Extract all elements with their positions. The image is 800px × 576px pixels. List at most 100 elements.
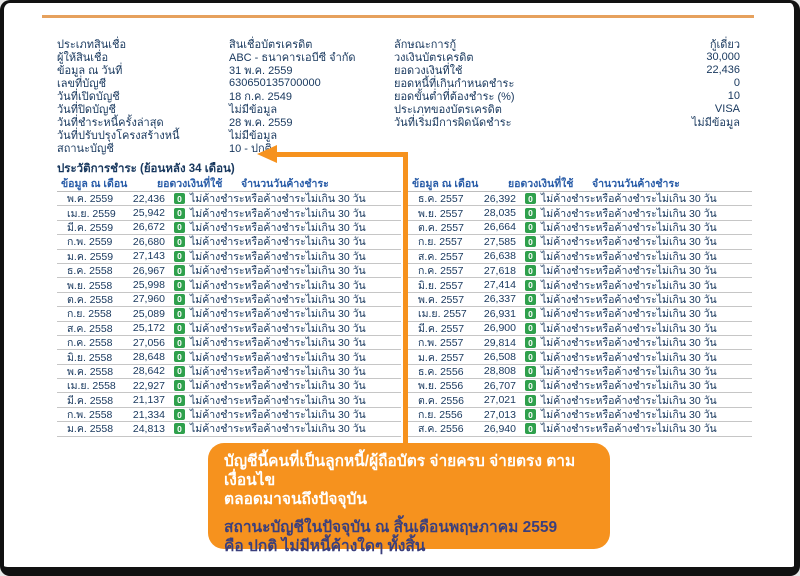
field-value: 630650135700000 <box>229 76 321 89</box>
field-value: กู้เดี่ยว <box>709 38 740 51</box>
field-row: ยอดหนี้ที่เกินกำหนดชำระ 0 <box>394 76 740 90</box>
column-header-overdue: จำนวนวันค้างชำระ <box>592 178 680 190</box>
status-badge: 0 <box>174 221 185 233</box>
table-row: ต.ค. 2558 27,960 0 ไม่ค้างชำระหรือค้างชำ… <box>57 293 401 308</box>
table-row: พ.ค. 2557 26,337 0 ไม่ค้างชำระหรือค้างชำ… <box>408 293 752 308</box>
cell-month: ธ.ค. 2556 <box>418 365 464 378</box>
cell-amount: 26,940 <box>483 422 516 435</box>
table-row: ก.ค. 2558 27,056 0 ไม่ค้างชำระหรือค้างชำ… <box>57 336 401 351</box>
cell-status-text: ไม่ค้างชำระหรือค้างชำระไม่เกิน 30 วัน <box>190 409 366 422</box>
field-value: 18 ก.ค. 2549 <box>229 90 292 103</box>
field-value: สินเชื่อบัตรเครดิต <box>229 38 313 51</box>
status-badge: 0 <box>525 322 536 334</box>
cell-month: ก.ค. 2558 <box>67 337 113 350</box>
status-badge: 0 <box>174 279 185 291</box>
field-label: ยอดหนี้ที่เกินกำหนดชำระ <box>394 77 515 90</box>
cell-amount: 25,942 <box>132 207 165 220</box>
cell-month: พ.ย. 2557 <box>418 207 464 220</box>
status-badge: 0 <box>525 265 536 277</box>
cell-status-text: ไม่ค้างชำระหรือค้างชำระไม่เกิน 30 วัน <box>541 394 717 407</box>
field-value: 30,000 <box>706 50 740 63</box>
callout-line-1: บัญชีนี้คนที่เป็นลูกหนี้/ผู้ถือบัตร จ่าย… <box>224 453 576 489</box>
cell-amount: 27,143 <box>132 250 165 263</box>
cell-amount: 27,021 <box>483 394 516 407</box>
field-label: วันที่ปรับปรุงโครงสร้างหนี้ <box>57 129 180 142</box>
callout-line-3: สถานะบัญชีในปัจจุบัน ณ สิ้นเดือนพฤษภาคม … <box>224 518 558 536</box>
cell-status-text: ไม่ค้างชำระหรือค้างชำระไม่เกิน 30 วัน <box>190 322 366 335</box>
cell-amount: 27,618 <box>483 264 516 277</box>
table-row: มี.ค. 2559 26,672 0 ไม่ค้างชำระหรือค้างช… <box>57 221 401 236</box>
table-row: มี.ค. 2557 26,900 0 ไม่ค้างชำระหรือค้างช… <box>408 322 752 336</box>
field-label: วันที่เปิดบัญชี <box>57 90 120 103</box>
status-badge: 0 <box>525 193 536 205</box>
field-row: ยอดขั้นต่ำที่ต้องชำระ (%) 10 <box>394 89 740 103</box>
field-row: วันที่ปิดบัญชี ไม่มีข้อมูล <box>57 102 389 116</box>
table-row: ก.ย. 2556 27,013 0 ไม่ค้างชำระหรือค้างชำ… <box>408 408 752 423</box>
field-label: เลขที่บัญชี <box>57 77 107 90</box>
status-badge: 0 <box>174 250 185 262</box>
cell-month: มี.ค. 2558 <box>67 394 114 407</box>
annotation-callout: บัญชีนี้คนที่เป็นลูกหนี้/ผู้ถือบัตร จ่าย… <box>208 443 610 555</box>
field-row: ประเภทของบัตรเครดิต VISA <box>394 102 740 116</box>
table-row: ธ.ค. 2556 28,808 0 ไม่ค้างชำระหรือค้างชำ… <box>408 365 752 380</box>
cell-month: พ.ค. 2559 <box>67 193 114 206</box>
cell-amount: 26,680 <box>132 235 165 248</box>
cell-month: ก.ย. 2556 <box>418 409 463 422</box>
cell-amount: 27,013 <box>483 408 516 421</box>
field-label: ข้อมูล ณ วันที่ <box>57 64 123 77</box>
cell-status-text: ไม่ค้างชำระหรือค้างชำระไม่เกิน 30 วัน <box>541 409 717 422</box>
table-row: ม.ค. 2558 24,813 0 ไม่ค้างชำระหรือค้างชำ… <box>57 422 401 437</box>
cell-status-text: ไม่ค้างชำระหรือค้างชำระไม่เกิน 30 วัน <box>541 250 717 263</box>
status-badge: 0 <box>174 423 185 435</box>
table-row: ก.ค. 2557 27,618 0 ไม่ค้างชำระหรือค้างชำ… <box>408 264 752 279</box>
cell-month: เม.ย. 2558 <box>67 380 116 393</box>
status-badge: 0 <box>525 380 536 392</box>
cell-amount: 26,931 <box>483 307 516 320</box>
field-row: วันที่ชำระหนี้ครั้งล่าสุด 28 พ.ค. 2559 <box>57 115 389 129</box>
status-badge: 0 <box>174 236 185 248</box>
table-row: ม.ค. 2559 27,143 0 ไม่ค้างชำระหรือค้างชำ… <box>57 250 401 264</box>
status-badge: 0 <box>525 207 536 219</box>
cell-status-text: ไม่ค้างชำระหรือค้างชำระไม่เกิน 30 วัน <box>190 207 366 220</box>
cell-status-text: ไม่ค้างชำระหรือค้างชำระไม่เกิน 30 วัน <box>541 193 717 206</box>
cell-amount: 28,642 <box>132 365 165 378</box>
field-value: 31 พ.ค. 2559 <box>229 64 293 77</box>
cell-amount: 22,436 <box>132 192 165 205</box>
cell-status-text: ไม่ค้างชำระหรือค้างชำระไม่เกิน 30 วัน <box>190 221 366 234</box>
table-header: ข้อมูล ณ เดือน ยอดวงเงินที่ใช้ จำนวนวันค… <box>57 176 401 192</box>
cell-status-text: ไม่ค้างชำระหรือค้างชำระไม่เกิน 30 วัน <box>541 380 717 393</box>
cell-amount: 26,707 <box>483 379 516 392</box>
cell-month: ธ.ค. 2558 <box>67 265 113 278</box>
status-badge: 0 <box>525 221 536 233</box>
account-fields-right: ลักษณะการกู้ กู้เดี่ยว วงเงินบัตรเครดิต … <box>394 37 740 129</box>
cell-month: ม.ค. 2558 <box>67 423 114 436</box>
table-row: เม.ย. 2558 22,927 0 ไม่ค้างชำระหรือค้างช… <box>57 379 401 394</box>
table-row: พ.ย. 2558 25,998 0 ไม่ค้างชำระหรือค้างชำ… <box>57 278 401 293</box>
status-badge: 0 <box>525 365 536 377</box>
status-badge: 0 <box>525 308 536 320</box>
cell-amount: 28,808 <box>483 365 516 378</box>
table-row: ต.ค. 2556 27,021 0 ไม่ค้างชำระหรือค้างชำ… <box>408 393 752 408</box>
field-label: วงเงินบัตรเครดิต <box>394 51 474 64</box>
table-row: ก.ย. 2558 25,089 0 ไม่ค้างชำระหรือค้างชำ… <box>57 307 401 322</box>
cell-status-text: ไม่ค้างชำระหรือค้างชำระไม่เกิน 30 วัน <box>190 193 366 206</box>
cell-amount: 21,334 <box>132 408 165 421</box>
cell-amount: 27,414 <box>483 279 516 292</box>
column-header-amount: ยอดวงเงินที่ใช้ <box>157 178 223 190</box>
table-row: พ.ย. 2557 28,035 0 ไม่ค้างชำระหรือค้างชำ… <box>408 206 752 221</box>
cell-status-text: ไม่ค้างชำระหรือค้างชำระไม่เกิน 30 วัน <box>541 308 717 321</box>
field-row: เลขที่บัญชี 630650135700000 <box>57 76 389 90</box>
field-label: ประเภทสินเชื่อ <box>57 38 127 51</box>
cell-month: ต.ค. 2556 <box>418 394 464 407</box>
payment-history-table-right: ข้อมูล ณ เดือน ยอดวงเงินที่ใช้ จำนวนวันค… <box>408 176 752 437</box>
field-value: ไม่มีข้อมูล <box>229 103 278 116</box>
status-badge: 0 <box>174 351 185 363</box>
cell-month: ธ.ค. 2557 <box>418 193 464 206</box>
cell-month: ม.ค. 2559 <box>67 250 114 263</box>
table-row: ส.ค. 2557 26,638 0 ไม่ค้างชำระหรือค้างชำ… <box>408 250 752 264</box>
table-row: มิ.ย. 2557 27,414 0 ไม่ค้างชำระหรือค้างช… <box>408 278 752 293</box>
field-label: วันที่เริ่มมีการผิดนัดชำระ <box>394 116 512 129</box>
cell-month: พ.ย. 2558 <box>67 279 113 292</box>
callout-paragraph-2: สถานะบัญชีในปัจจุบัน ณ สิ้นเดือนพฤษภาคม … <box>224 519 594 557</box>
